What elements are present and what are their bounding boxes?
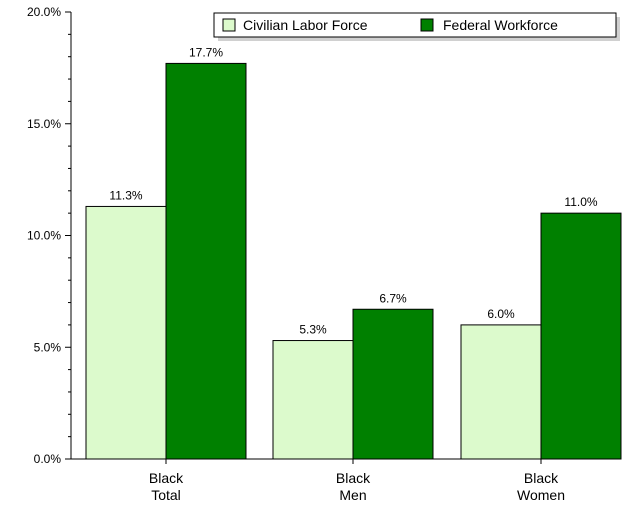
data-label: 6.7% <box>379 291 407 305</box>
x-category-label: Black <box>149 470 184 486</box>
data-labels: 11.3% 5.3% 6.0% 17.7% 6.7% 11.0% <box>109 45 597 336</box>
bar-federal-workforce <box>352 308 434 460</box>
legend: Civilian Labor Force Federal Workforce <box>213 12 620 41</box>
bar-civilian-labor-force <box>85 205 167 460</box>
x-category-label: Total <box>151 487 181 503</box>
x-category-label: Black <box>524 470 559 486</box>
bars <box>85 62 622 460</box>
y-tick-label: 0.0% <box>34 452 62 466</box>
data-label: 11.0% <box>564 195 597 209</box>
y-tick-label: 20.0% <box>27 5 61 19</box>
bar-civilian-labor-force <box>272 340 354 460</box>
bar-civilian-labor-force <box>460 324 542 460</box>
y-axis: 0.0% 5.0% 10.0% 15.0% 20.0% <box>27 5 72 466</box>
legend-label: Civilian Labor Force <box>243 17 368 33</box>
legend-swatch <box>420 18 434 32</box>
y-tick-label: 10.0% <box>27 229 61 243</box>
data-label: 6.0% <box>487 307 515 321</box>
legend-swatch <box>222 18 236 32</box>
x-category-label: Men <box>339 487 366 503</box>
bar-federal-workforce <box>540 212 622 460</box>
bar-federal-workforce <box>165 62 247 460</box>
y-tick-label: 15.0% <box>27 117 61 131</box>
data-label: 11.3% <box>109 188 142 202</box>
x-category-label: Women <box>517 487 565 503</box>
y-tick-label: 5.0% <box>34 340 62 354</box>
legend-box <box>213 12 617 38</box>
data-label: 5.3% <box>299 323 327 337</box>
data-label: 17.7% <box>189 45 223 59</box>
legend-label: Federal Workforce <box>443 17 558 33</box>
x-category-label: Black <box>336 470 371 486</box>
